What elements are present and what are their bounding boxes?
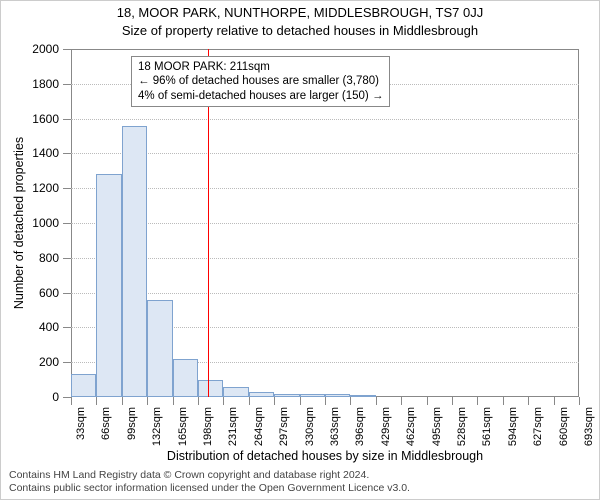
y-tick-label: 0 <box>52 390 71 404</box>
x-tick-label: 99sqm <box>126 407 138 440</box>
x-tick-label: 66sqm <box>100 407 112 440</box>
x-tick-label: 528sqm <box>456 407 468 446</box>
gridline <box>71 119 579 120</box>
histogram-bar <box>300 394 325 397</box>
histogram-bar <box>147 300 172 397</box>
gridline <box>71 223 579 224</box>
y-tick-label: 1000 <box>32 216 71 230</box>
y-axis-title: Number of detached properties <box>11 49 27 397</box>
x-tick <box>528 397 529 405</box>
y-tick-label: 1800 <box>32 77 71 91</box>
histogram-bar <box>71 374 96 397</box>
footer-attribution: Contains HM Land Registry data © Crown c… <box>9 469 410 495</box>
y-tick-label: 1400 <box>32 146 71 160</box>
x-axis-title: Distribution of detached houses by size … <box>71 449 579 463</box>
gridline <box>71 153 579 154</box>
x-tick-label: 693sqm <box>583 407 595 446</box>
y-tick-label: 800 <box>39 251 71 265</box>
x-tick <box>122 397 123 405</box>
x-tick <box>173 397 174 405</box>
y-tick-label: 2000 <box>32 42 71 56</box>
annotation-line-1: 18 MOOR PARK: 211sqm <box>138 60 383 74</box>
histogram-bar <box>350 395 375 397</box>
x-tick-label: 660sqm <box>558 407 570 446</box>
x-tick-label: 165sqm <box>177 407 189 446</box>
x-tick-label: 297sqm <box>278 407 290 446</box>
x-tick <box>249 397 250 405</box>
x-tick <box>274 397 275 405</box>
x-tick <box>452 397 453 405</box>
x-tick <box>147 397 148 405</box>
x-tick-label: 231sqm <box>227 407 239 446</box>
x-tick-label: 627sqm <box>532 407 544 446</box>
histogram-bar <box>274 394 299 397</box>
x-tick <box>300 397 301 405</box>
histogram-bar <box>122 126 147 397</box>
y-tick-label: 200 <box>39 355 71 369</box>
x-tick <box>325 397 326 405</box>
plot-area: 020040060080010001200140016001800200033s… <box>71 49 579 397</box>
y-tick-label: 1600 <box>32 112 71 126</box>
footer-line-1: Contains HM Land Registry data © Crown c… <box>9 469 410 482</box>
chart-container: 18, MOOR PARK, NUNTHORPE, MIDDLESBROUGH,… <box>0 0 600 500</box>
x-tick-label: 264sqm <box>253 407 265 446</box>
annotation-line-3: 4% of semi-detached houses are larger (1… <box>138 89 383 103</box>
footer-line-2: Contains public sector information licen… <box>9 482 410 495</box>
y-tick-label: 600 <box>39 286 71 300</box>
x-tick <box>554 397 555 405</box>
x-tick-label: 132sqm <box>151 407 163 446</box>
gridline <box>71 258 579 259</box>
histogram-bar <box>96 174 121 397</box>
histogram-bar <box>173 359 198 397</box>
x-tick <box>427 397 428 405</box>
x-tick-label: 396sqm <box>354 407 366 446</box>
x-tick-label: 363sqm <box>329 407 341 446</box>
x-tick-label: 462sqm <box>405 407 417 446</box>
histogram-bar <box>325 394 350 397</box>
title-main: 18, MOOR PARK, NUNTHORPE, MIDDLESBROUGH,… <box>1 5 599 20</box>
x-tick <box>198 397 199 405</box>
histogram-bar <box>223 387 248 397</box>
y-axis-title-text: Number of detached properties <box>12 137 26 309</box>
x-tick <box>350 397 351 405</box>
title-subtitle: Size of property relative to detached ho… <box>1 23 599 38</box>
y-tick-label: 400 <box>39 320 71 334</box>
x-tick <box>579 397 580 405</box>
annotation-line-2: ← 96% of detached houses are smaller (3,… <box>138 74 383 88</box>
x-tick <box>477 397 478 405</box>
gridline <box>71 293 579 294</box>
x-tick-label: 33sqm <box>75 407 87 440</box>
x-tick <box>71 397 72 405</box>
histogram-bar <box>249 392 274 397</box>
x-tick <box>401 397 402 405</box>
x-tick-label: 495sqm <box>431 407 443 446</box>
annotation-box: 18 MOOR PARK: 211sqm← 96% of detached ho… <box>131 56 390 107</box>
x-tick-label: 594sqm <box>507 407 519 446</box>
x-tick-label: 561sqm <box>481 407 493 446</box>
histogram-bar <box>198 380 223 397</box>
x-tick-label: 429sqm <box>380 407 392 446</box>
x-tick <box>96 397 97 405</box>
gridline <box>71 188 579 189</box>
x-tick <box>223 397 224 405</box>
x-tick-label: 330sqm <box>304 407 316 446</box>
x-tick <box>376 397 377 405</box>
x-tick <box>503 397 504 405</box>
y-tick-label: 1200 <box>32 181 71 195</box>
x-tick-label: 198sqm <box>202 407 214 446</box>
